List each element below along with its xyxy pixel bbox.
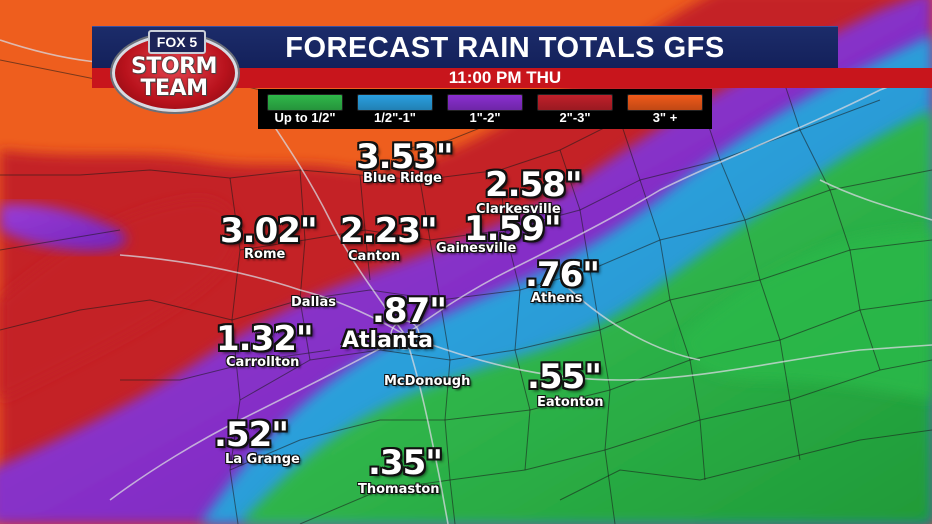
rain-legend: Up to 1/2" 1/2"-1" 1"-2" 2"-3" 3" + (258, 89, 712, 129)
value-carrollton: 1.32" (216, 319, 314, 359)
legend-swatch (537, 94, 613, 111)
legend-label: Up to 1/2" (274, 110, 336, 125)
legend-swatch (357, 94, 433, 111)
city-rome: Rome (244, 247, 286, 262)
value-rome: 3.02" (220, 211, 318, 251)
forecast-time: 11:00 PM THU (448, 68, 562, 87)
legend-item-3-plus: 3" + (620, 92, 710, 126)
legend-label: 3" + (652, 110, 678, 125)
band-2-3-west (0, 199, 238, 400)
logo-line1: STORM (131, 54, 217, 79)
value-clarkesville: 2.58" (485, 165, 583, 205)
city-mcdonough: McDonough (384, 374, 471, 389)
value-la-grange: .52" (214, 415, 289, 455)
band-up-to-half-patch (680, 229, 932, 400)
city-blue-ridge: Blue Ridge (363, 171, 442, 186)
legend-label: 2"-3" (559, 110, 591, 125)
legend-label: 1/2"-1" (374, 110, 416, 125)
city-gainesville: Gainesville (436, 241, 517, 256)
city-athens: Athens (531, 291, 583, 306)
time-bar: 11:00 PM THU (92, 68, 932, 88)
city-thomaston: Thomaston (358, 482, 440, 497)
logo-line2: TEAM (140, 76, 208, 101)
legend-item-half-1: 1/2"-1" (350, 92, 440, 126)
legend-swatch (267, 94, 343, 111)
legend-item-up-to-half: Up to 1/2" (260, 92, 350, 126)
city-atlanta: Atlanta (342, 328, 433, 353)
legend-item-2-3: 2"-3" (530, 92, 620, 126)
value-canton: 2.23" (340, 211, 438, 251)
city-carrollton: Carrollton (226, 355, 300, 370)
fox5-storm-team-logo: FOX 5 STORM TEAM (108, 26, 240, 112)
legend-label: 1"-2" (469, 110, 501, 125)
band-1-2-west (0, 204, 127, 252)
logo-network: FOX 5 (148, 30, 206, 54)
city-la-grange: La Grange (225, 452, 300, 467)
value-thomaston: .35" (368, 443, 443, 483)
legend-swatch (447, 94, 523, 111)
city-clarkesville: Clarkesville (476, 202, 561, 217)
legend-swatch (627, 94, 703, 111)
value-blue-ridge: 3.53" (356, 137, 454, 177)
value-eatonton: .55" (527, 357, 602, 397)
county-lines (0, 59, 932, 524)
value-athens: .76" (525, 255, 600, 295)
page-title: FORECAST RAIN TOTALS GFS (285, 32, 725, 64)
city-dallas: Dallas (291, 295, 336, 310)
city-canton: Canton (348, 249, 400, 264)
value-gainesville: 1.59" (464, 209, 562, 249)
legend-item-1-2: 1"-2" (440, 92, 530, 126)
city-eatonton: Eatonton (537, 395, 604, 410)
value-atlanta: .87" (372, 291, 447, 331)
atlanta-ring (390, 320, 420, 350)
